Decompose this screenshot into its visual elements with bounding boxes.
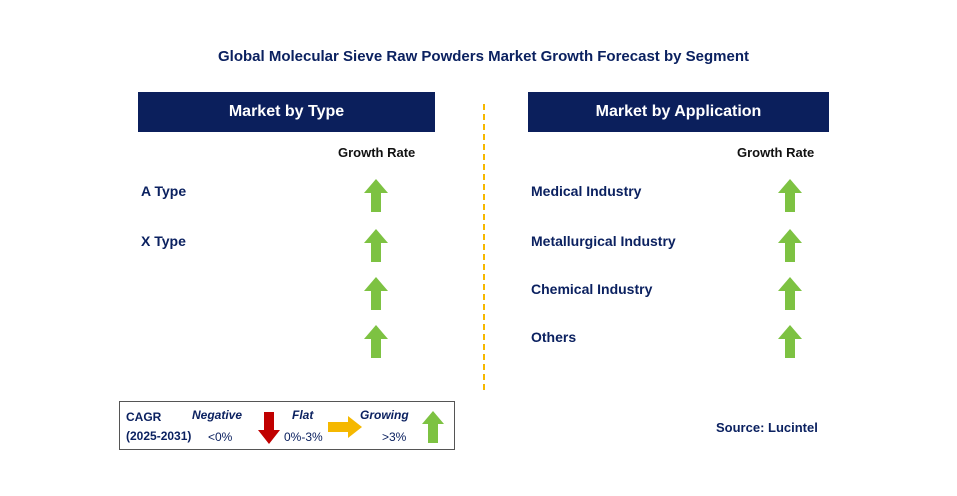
legend-negative-label: Negative	[192, 408, 243, 422]
segment-label: Others	[531, 329, 577, 345]
segment-label: Medical Industry	[531, 183, 642, 199]
arrow-down-icon	[258, 412, 280, 444]
legend: CAGR (2025-2031) Negative <0% Flat 0%-3%…	[119, 401, 455, 450]
arrow-up-icon	[422, 411, 444, 443]
panel-divider	[483, 104, 485, 390]
arrow-up-icon	[778, 229, 802, 262]
panel-header-application: Market by Application	[528, 92, 829, 132]
growth-rate-label-type: Growth Rate	[338, 145, 416, 160]
legend-period: (2025-2031)	[126, 429, 192, 443]
legend-cagr-label: CAGR	[126, 410, 162, 424]
segment-label: A Type	[141, 183, 187, 199]
arrow-up-icon	[778, 325, 802, 358]
arrow-up-icon	[778, 179, 802, 212]
arrow-up-icon	[364, 229, 388, 262]
arrow-up-icon	[364, 325, 388, 358]
segment-label: X Type	[141, 233, 186, 249]
arrow-up-icon	[364, 179, 388, 212]
growth-rate-label-application: Growth Rate	[737, 145, 815, 160]
segment-label: Metallurgical Industry	[531, 233, 676, 249]
legend-growing-range: >3%	[382, 430, 407, 444]
legend-flat-range: 0%-3%	[284, 430, 323, 444]
arrow-right-icon	[328, 416, 362, 438]
arrow-up-icon	[364, 277, 388, 310]
segment-label: Chemical Industry	[531, 281, 653, 297]
legend-negative-range: <0%	[208, 430, 233, 444]
panel-header-type: Market by Type	[138, 92, 435, 132]
legend-growing-label: Growing	[360, 408, 409, 422]
source-label: Source: Lucintel	[716, 420, 818, 435]
chart-title: Global Molecular Sieve Raw Powders Marke…	[218, 48, 749, 65]
arrow-up-icon	[778, 277, 802, 310]
legend-flat-label: Flat	[292, 408, 314, 422]
